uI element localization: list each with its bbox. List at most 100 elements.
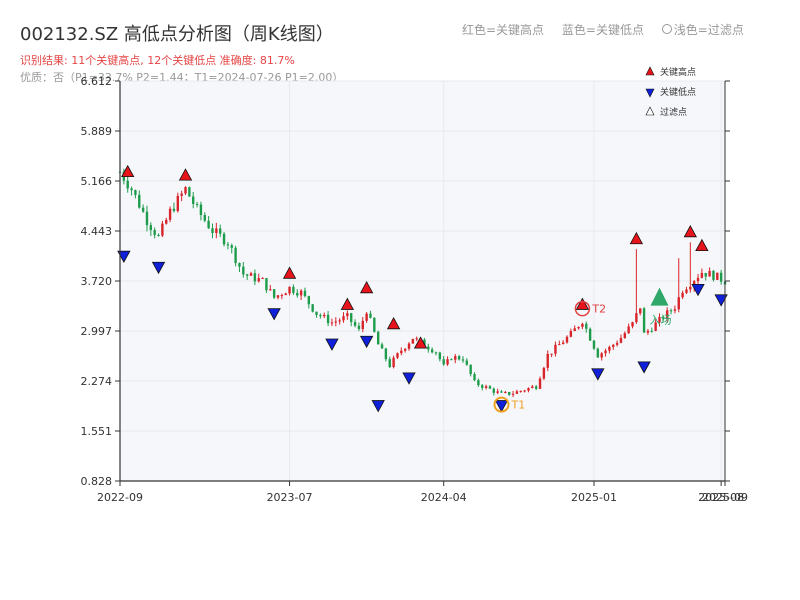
candle — [230, 243, 233, 254]
candle — [280, 293, 284, 300]
candle — [577, 326, 580, 330]
candle-body — [689, 286, 692, 290]
candle — [222, 231, 226, 247]
high-point-marker — [282, 266, 297, 279]
legend-ring-icon — [661, 24, 672, 34]
candle-body — [249, 273, 253, 276]
candle — [334, 317, 337, 327]
candle — [353, 319, 357, 328]
candle-body — [350, 313, 353, 323]
candle — [373, 317, 376, 333]
candle — [700, 268, 704, 279]
candle-body — [269, 289, 272, 291]
candle-body — [469, 364, 472, 375]
y-tick-label: 0.828 — [81, 475, 113, 488]
candle — [292, 284, 295, 295]
legend-high-icon — [645, 66, 655, 76]
candle-body — [284, 293, 287, 296]
candle — [573, 325, 576, 332]
candle-body — [311, 304, 314, 312]
candle-body — [192, 196, 195, 204]
low-point-marker — [691, 283, 705, 297]
high-point-marker — [695, 238, 709, 252]
candle-body — [719, 272, 723, 282]
candle-body — [361, 320, 364, 329]
candle — [307, 295, 311, 309]
candle — [218, 224, 222, 238]
legend-label: 关键高点 — [660, 66, 696, 78]
candle-body — [218, 228, 222, 234]
candle-body — [245, 274, 249, 276]
candle-body — [623, 333, 627, 338]
candle — [631, 321, 634, 329]
candle — [257, 273, 260, 283]
candle-body — [635, 313, 638, 323]
x-tick-label: 2023-07 — [267, 491, 313, 504]
candle — [588, 327, 592, 341]
candle — [615, 340, 619, 347]
candle-body — [681, 292, 684, 298]
candle — [696, 274, 700, 285]
candle-body — [415, 338, 418, 340]
candle — [646, 328, 650, 335]
candle-body — [642, 308, 646, 333]
candle — [215, 222, 218, 239]
candle-body — [615, 342, 619, 345]
candle-body — [658, 316, 661, 323]
candle — [592, 340, 596, 351]
candle — [261, 277, 264, 280]
candle — [623, 331, 627, 339]
y-tick-label: 2.997 — [81, 325, 113, 338]
low-point-marker — [402, 372, 416, 385]
candle — [534, 384, 538, 391]
candle — [350, 312, 353, 327]
candle-body — [180, 193, 183, 196]
candle-body — [388, 359, 391, 367]
candle — [380, 342, 384, 349]
candle — [484, 384, 488, 390]
candle — [130, 186, 133, 196]
low-point-marker — [267, 308, 281, 321]
candle — [192, 191, 195, 209]
candle-body — [650, 330, 653, 332]
candle-body — [141, 207, 145, 212]
candle-body — [450, 359, 453, 361]
candle — [403, 348, 407, 353]
candle — [168, 206, 172, 223]
candle-body — [430, 349, 434, 353]
candle-body — [577, 326, 580, 329]
low-point-marker — [714, 294, 728, 307]
candle — [315, 311, 318, 318]
candle — [134, 189, 137, 199]
candle — [242, 262, 245, 278]
candle — [126, 174, 129, 193]
candle — [523, 389, 526, 393]
candle — [234, 245, 237, 267]
candle — [176, 192, 180, 213]
legend-light-text: 浅色=过滤点 — [673, 23, 744, 37]
candle-body — [338, 320, 341, 322]
high-point-marker — [178, 168, 193, 181]
candle-body — [292, 286, 295, 293]
candle-body — [561, 342, 565, 345]
candle — [519, 390, 522, 393]
candle-body — [700, 272, 704, 278]
candle — [665, 307, 669, 323]
candle-body — [392, 357, 395, 367]
high-point-marker — [575, 297, 590, 310]
candle — [538, 376, 542, 390]
candle-body — [365, 313, 368, 321]
candle-body — [234, 247, 237, 264]
candle — [323, 312, 326, 319]
low-point-marker — [359, 335, 374, 349]
low-point-marker — [637, 361, 651, 374]
y-tick-label: 4.443 — [81, 225, 113, 238]
candle-body — [257, 278, 260, 282]
candle — [461, 356, 465, 363]
candle — [138, 190, 141, 209]
candle-body — [716, 272, 719, 280]
candle-body — [565, 336, 569, 343]
candle-body — [411, 338, 415, 344]
candle — [249, 271, 253, 276]
candle-body — [407, 343, 411, 349]
